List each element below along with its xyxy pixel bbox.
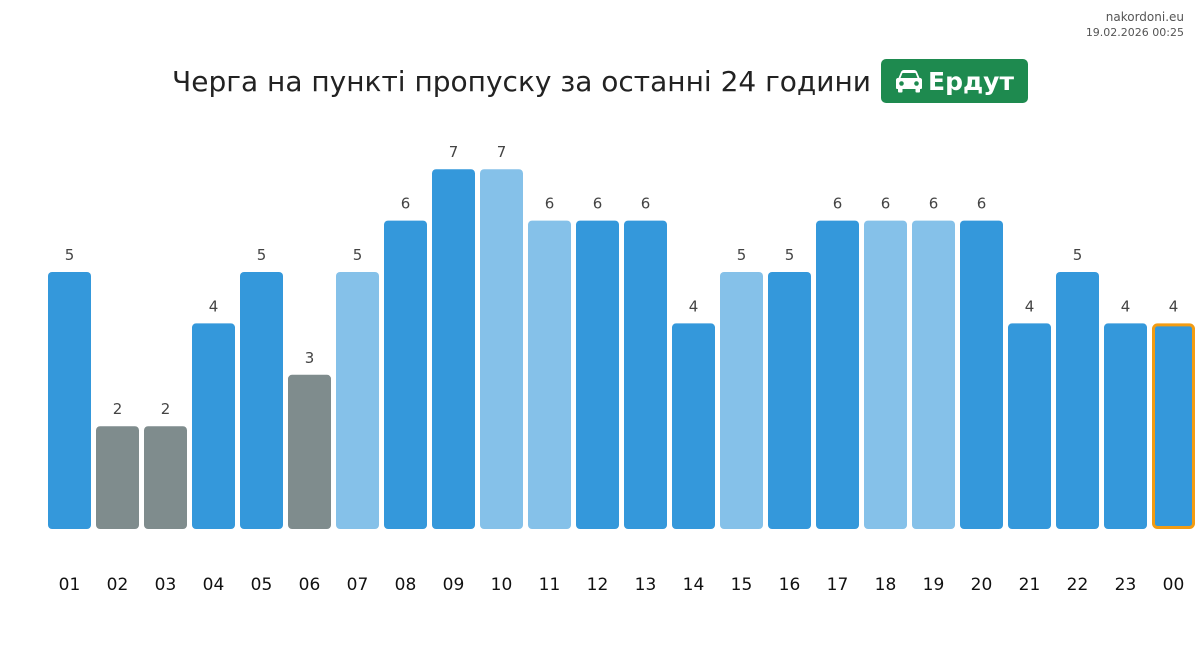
hour-label-07: 07	[347, 575, 369, 595]
bar-05[interactable]	[240, 272, 283, 529]
value-label-05: 5	[257, 246, 267, 264]
value-label-01: 5	[65, 246, 75, 264]
bar-17[interactable]	[816, 220, 859, 529]
bar-03[interactable]	[144, 426, 187, 529]
value-label-16: 5	[785, 246, 795, 264]
bar-22[interactable]	[1056, 272, 1099, 529]
hour-label-03: 03	[155, 575, 177, 595]
hour-label-04: 04	[203, 575, 225, 595]
bar-19[interactable]	[912, 220, 955, 529]
bar-11[interactable]	[528, 220, 571, 529]
source-site[interactable]: nakordoni.eu	[1105, 10, 1184, 24]
value-label-14: 4	[689, 297, 699, 315]
hour-label-06: 06	[299, 575, 321, 595]
value-label-20: 6	[977, 195, 987, 213]
value-label-12: 6	[593, 195, 603, 213]
checkpoint-name: Ердут	[928, 66, 1014, 96]
bar-01[interactable]	[48, 272, 91, 529]
value-label-06: 3	[305, 349, 315, 367]
bar-00[interactable]	[1152, 323, 1195, 529]
bar-18[interactable]	[864, 220, 907, 529]
bar-21[interactable]	[1008, 323, 1051, 529]
bar-02[interactable]	[96, 426, 139, 529]
hour-label-18: 18	[875, 575, 897, 595]
bar-12[interactable]	[576, 220, 619, 529]
bar-16[interactable]	[768, 272, 811, 529]
value-label-09: 7	[449, 143, 459, 161]
value-label-00: 4	[1169, 297, 1179, 315]
bar-04[interactable]	[192, 323, 235, 529]
checkpoint-badge: Ердут	[881, 59, 1028, 103]
source-timestamp: 19.02.2026 00:25	[1085, 26, 1184, 39]
value-label-22: 5	[1073, 246, 1083, 264]
hour-label-01: 01	[59, 575, 81, 595]
value-label-23: 4	[1121, 297, 1131, 315]
value-label-21: 4	[1025, 297, 1035, 315]
value-label-03: 2	[161, 400, 171, 418]
value-label-10: 7	[497, 143, 507, 161]
value-label-13: 6	[641, 195, 651, 213]
hour-label-12: 12	[587, 575, 609, 595]
value-label-19: 6	[929, 195, 939, 213]
value-label-02: 2	[113, 400, 123, 418]
bar-10[interactable]	[480, 169, 523, 529]
bar-06[interactable]	[288, 374, 331, 529]
hour-label-16: 16	[779, 575, 801, 595]
hour-label-08: 08	[395, 575, 417, 595]
chart-title: Черга на пункті пропуску за останні 24 г…	[172, 64, 871, 98]
bar-23[interactable]	[1104, 323, 1147, 529]
bar-09[interactable]	[432, 169, 475, 529]
bar-14[interactable]	[672, 323, 715, 529]
value-label-18: 6	[881, 195, 891, 213]
value-label-08: 6	[401, 195, 411, 213]
source-info: nakordoni.eu 19.02.2026 00:25	[1086, 9, 1184, 40]
hour-label-20: 20	[971, 575, 993, 595]
car-icon	[896, 70, 922, 93]
hour-label-09: 09	[443, 575, 465, 595]
bar-08[interactable]	[384, 220, 427, 529]
value-label-07: 5	[353, 246, 363, 264]
hour-label-13: 13	[635, 575, 657, 595]
hour-label-14: 14	[683, 575, 705, 595]
value-label-17: 6	[833, 195, 843, 213]
hour-label-17: 17	[827, 575, 849, 595]
hour-label-00: 00	[1163, 575, 1185, 595]
bar-13[interactable]	[624, 220, 667, 529]
hour-label-11: 11	[539, 575, 561, 595]
hour-label-15: 15	[731, 575, 753, 595]
hour-label-19: 19	[923, 575, 945, 595]
value-label-11: 6	[545, 195, 555, 213]
bar-07[interactable]	[336, 272, 379, 529]
bar-15[interactable]	[720, 272, 763, 529]
value-label-04: 4	[209, 297, 219, 315]
hour-label-02: 02	[107, 575, 129, 595]
bar-20[interactable]	[960, 220, 1003, 529]
hour-label-10: 10	[491, 575, 513, 595]
hour-label-21: 21	[1019, 575, 1041, 595]
hour-label-05: 05	[251, 575, 273, 595]
hour-label-23: 23	[1115, 575, 1137, 595]
value-label-15: 5	[737, 246, 747, 264]
chart-header: Черга на пункті пропуску за останні 24 г…	[0, 59, 1200, 103]
hour-label-22: 22	[1067, 575, 1089, 595]
